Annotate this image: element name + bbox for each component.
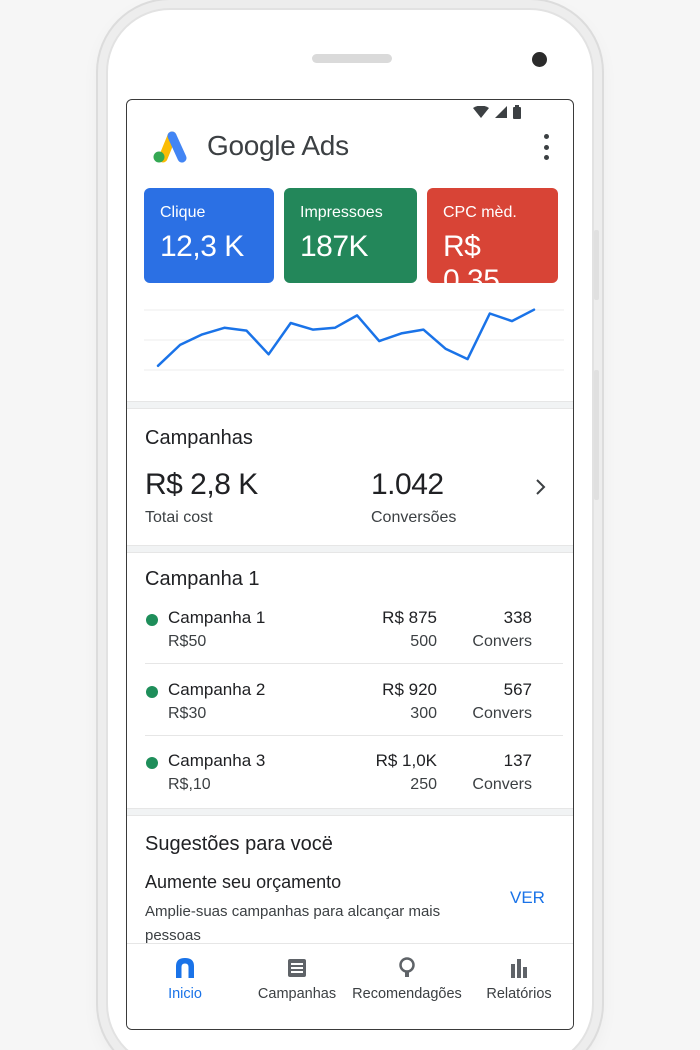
kpi-label: Clique: [160, 204, 206, 221]
kpi-label: CPC mèd.: [443, 204, 517, 221]
lightbulb-icon: [399, 957, 415, 977]
nav-label: Campanhas: [257, 986, 337, 1002]
power-button: [594, 370, 599, 500]
battery-icon: [513, 105, 521, 119]
kpi-value: 187K: [300, 230, 369, 263]
total-cost-label: Totai cost: [145, 509, 213, 526]
kpi-label: Impressoes: [300, 204, 383, 221]
campaigns-icon: [288, 959, 306, 977]
campaign-row[interactable]: Campanha 2 R$30 R$ 920 300 567 Convers: [127, 672, 573, 744]
campaign-impressions: 300: [410, 705, 437, 722]
nav-label: Inicio: [168, 986, 202, 1002]
section-divider: [127, 808, 573, 816]
campaign-cost: R$ 920: [382, 680, 437, 699]
conversions-label: Conversões: [371, 509, 457, 526]
campaign-impressions: 500: [410, 633, 437, 650]
campaign-name: Campanha 1: [168, 608, 266, 627]
kpi-value: 12,3 K: [160, 230, 244, 263]
campaign-name: Campanha 2: [168, 680, 266, 699]
nav-item-inicio[interactable]: Inicio: [127, 944, 243, 1029]
nav-label: Recomendagões: [352, 986, 462, 1002]
campaigns-card-title: Campanhas: [145, 427, 253, 449]
view-suggestion-button[interactable]: VER: [510, 888, 545, 907]
kpi-value: R$ 0,35: [443, 230, 500, 297]
section-divider: [127, 401, 573, 409]
campaign-conversions: 338: [503, 608, 532, 627]
kpi-row: Clique 12,3 K Impressoes 187K CPC mèd. R…: [144, 188, 558, 297]
wifi-icon: [473, 106, 489, 118]
campaign-bid: R$30: [168, 705, 207, 722]
campaign-conversions: 567: [503, 680, 532, 699]
volume-button: [594, 230, 599, 300]
campaign-name: Campanha 3: [168, 751, 266, 770]
conversions-value: 1.042: [371, 468, 444, 501]
campaign-row[interactable]: Campanha 3 R$,10 R$ 1,0K 250 137 Convers: [127, 743, 573, 815]
chevron-right-icon[interactable]: [531, 478, 549, 496]
nav-item-relatorios[interactable]: Relatórios: [463, 944, 573, 1029]
bottom-navigation: Inicio Campanhas Recomendagões Relatório…: [127, 943, 573, 1029]
suggestion-subtext: Amplie-suas campanhas para alcançar mais…: [145, 903, 441, 944]
trend-chart: [144, 308, 564, 371]
row-divider: [145, 663, 563, 664]
campaign-conversions-label: Convers: [472, 633, 532, 650]
campaign-row[interactable]: Campanha 1 R$50 R$ 875 500 338 Convers: [127, 600, 573, 672]
bar-chart-icon: [511, 959, 527, 978]
phone-camera: [532, 52, 547, 67]
google-ads-logo-icon: [153, 131, 187, 163]
kpi-card-impressions[interactable]: Impressoes 187K: [284, 188, 417, 283]
kpi-card-avg-cpc[interactable]: CPC mèd. R$ 0,35: [427, 188, 558, 297]
nav-item-recomendacoes[interactable]: Recomendagões: [351, 944, 463, 1029]
campaign-impressions: 250: [410, 776, 437, 793]
campaign-list-title: Campanha 1: [145, 568, 260, 590]
suggestions-title: Sugestões para vocë: [145, 833, 333, 855]
signal-icon: [495, 106, 507, 118]
nav-item-campanhas[interactable]: Campanhas: [243, 944, 351, 1029]
app-header: Google Ads: [127, 126, 573, 178]
suggestion-heading: Aumente seu orçamento: [145, 872, 342, 892]
app-title: Google Ads: [207, 130, 349, 161]
app-screen: Google Ads Clique 12,3 K Impressoes 187K…: [126, 99, 574, 1030]
status-dot-icon: [146, 757, 158, 769]
campaign-conversions-label: Convers: [472, 776, 532, 793]
nav-label: Relatórios: [486, 986, 552, 1002]
status-dot-icon: [146, 614, 158, 626]
phone-speaker: [312, 54, 392, 63]
campaign-bid: R$,10: [168, 776, 211, 793]
campaign-bid: R$50: [168, 633, 207, 650]
section-divider: [127, 545, 573, 553]
campaign-cost: R$ 875: [382, 608, 437, 627]
campaign-cost: R$ 1,0K: [375, 751, 437, 770]
campaign-conversions-label: Convers: [472, 705, 532, 722]
total-cost-value: R$ 2,8 K: [145, 468, 258, 501]
kpi-card-clicks[interactable]: Clique 12,3 K: [144, 188, 274, 283]
home-icon: [176, 958, 194, 978]
overflow-menu-icon[interactable]: [541, 134, 551, 160]
status-dot-icon: [146, 686, 158, 698]
campaign-conversions: 137: [503, 751, 532, 770]
trend-line: [156, 308, 536, 368]
row-divider: [145, 735, 563, 736]
status-bar: [473, 105, 521, 119]
